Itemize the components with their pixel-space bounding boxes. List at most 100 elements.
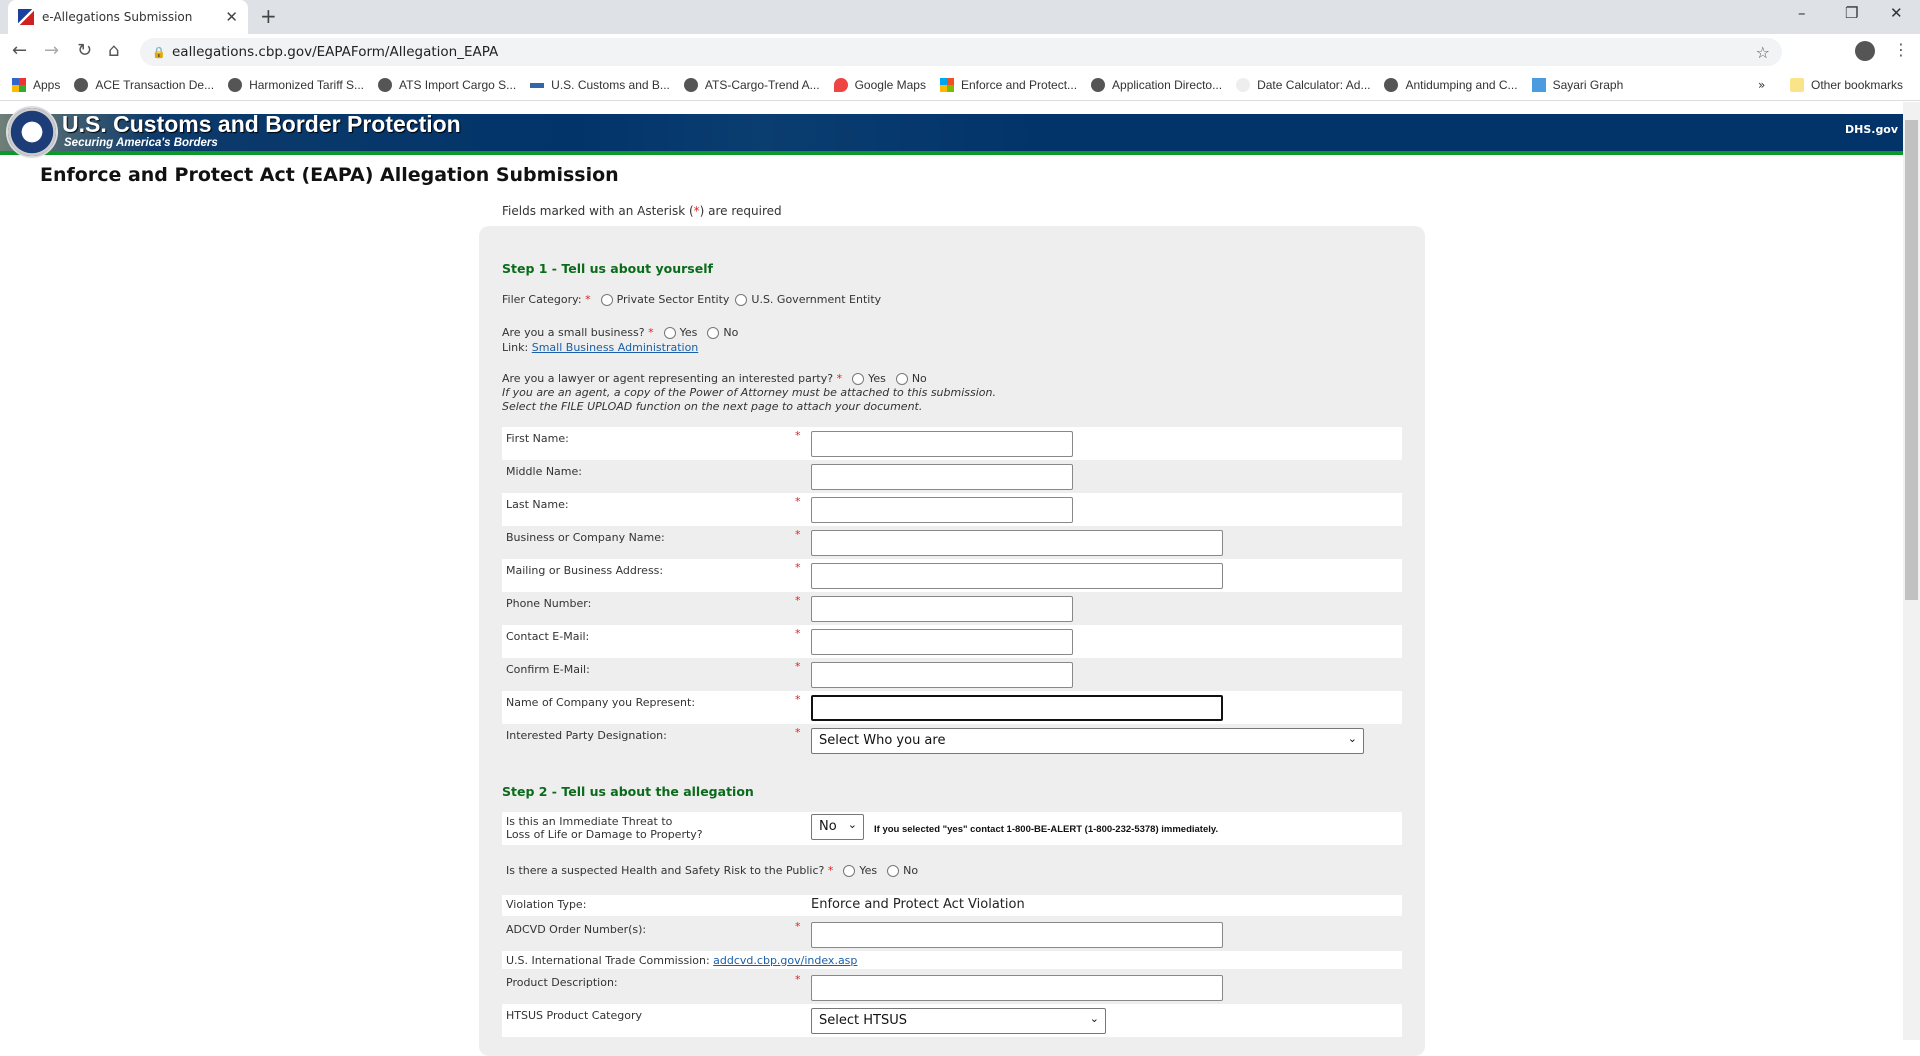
minimize-button[interactable]: – bbox=[1798, 4, 1806, 22]
step2-heading: Step 2 - Tell us about the allegation bbox=[502, 784, 754, 799]
reload-icon[interactable]: ↻ bbox=[77, 40, 93, 61]
field-label: Business or Company Name: bbox=[506, 531, 665, 544]
designation-select[interactable]: Select Who you are ⌄ bbox=[811, 728, 1364, 754]
bookmark[interactable]: ACE Transaction De... bbox=[74, 78, 214, 92]
text-input[interactable] bbox=[811, 530, 1223, 556]
field-row: Interested Party Designation: * Select Who… bbox=[502, 724, 1402, 757]
radio-health-no[interactable] bbox=[887, 864, 900, 877]
field-row: Name of Company you Represent: * bbox=[502, 691, 1402, 724]
text-input[interactable] bbox=[811, 596, 1073, 622]
bookmark[interactable]: Date Calculator: Ad... bbox=[1236, 78, 1370, 92]
bookmark[interactable]: Application Directo... bbox=[1091, 78, 1222, 92]
bookmarks-list: Apps ACE Transaction De... Harmonized Ta… bbox=[12, 70, 1742, 100]
bookmark[interactable]: ATS-Cargo-Trend A... bbox=[683, 78, 820, 92]
product-description-input[interactable] bbox=[811, 975, 1223, 1001]
field-row: Middle Name: bbox=[502, 460, 1402, 493]
star-icon[interactable]: ☆ bbox=[1755, 42, 1770, 62]
close-tab-icon[interactable]: ✕ bbox=[225, 8, 238, 26]
radio-lawyer-no[interactable] bbox=[895, 372, 908, 385]
seal-icon bbox=[74, 78, 89, 92]
scrollbar-thumb[interactable] bbox=[1905, 120, 1918, 600]
text-input[interactable] bbox=[811, 629, 1073, 655]
field-label: First Name: bbox=[506, 432, 569, 445]
required-asterisk: * bbox=[795, 594, 801, 607]
address-bar[interactable]: 🔒 eallegations.cbp.gov/EAPAForm/Allegatio… bbox=[140, 38, 1782, 66]
hts-icon bbox=[228, 78, 243, 92]
globe-icon bbox=[1384, 78, 1399, 92]
radio-small-business-no[interactable] bbox=[707, 326, 720, 339]
text-input[interactable] bbox=[811, 695, 1223, 721]
field-row: Contact E-Mail: * bbox=[502, 625, 1402, 658]
back-icon[interactable]: ← bbox=[12, 40, 28, 61]
required-asterisk: * bbox=[795, 660, 801, 673]
bookmark[interactable]: Antidumping and C... bbox=[1384, 78, 1518, 92]
required-asterisk: * bbox=[795, 627, 801, 640]
threat-select[interactable]: No ⌄ bbox=[811, 814, 864, 840]
restore-button[interactable]: ❐ bbox=[1845, 4, 1859, 22]
text-input[interactable] bbox=[811, 662, 1073, 688]
bookmark[interactable]: Sayari Graph bbox=[1531, 78, 1623, 92]
profile-icon[interactable] bbox=[1855, 41, 1875, 61]
globe-icon bbox=[1091, 78, 1106, 92]
bookmark[interactable]: Harmonized Tariff S... bbox=[228, 78, 364, 92]
sba-link[interactable]: Small Business Administration bbox=[531, 341, 699, 354]
field-row: Mailing or Business Address: * bbox=[502, 559, 1402, 592]
field-row: First Name: * bbox=[502, 427, 1402, 460]
field-row: Last Name: * bbox=[502, 493, 1402, 526]
radio-government[interactable] bbox=[735, 293, 748, 306]
more-bookmarks-button[interactable]: » bbox=[1758, 78, 1766, 92]
required-asterisk: * bbox=[795, 726, 801, 739]
tab-bar bbox=[0, 0, 1920, 34]
field-label: Interested Party Designation: bbox=[506, 729, 667, 742]
lock-icon: 🔒 bbox=[152, 45, 166, 59]
bookmark[interactable]: U.S. Customs and B... bbox=[530, 78, 670, 92]
key-icon bbox=[530, 82, 545, 88]
browser-tab[interactable]: e-Allegations Submission ✕ bbox=[8, 0, 248, 34]
close-window-button[interactable]: ✕ bbox=[1890, 4, 1903, 22]
field-label: Phone Number: bbox=[506, 597, 592, 610]
maps-pin-icon bbox=[833, 78, 848, 92]
folder-icon bbox=[1790, 78, 1804, 92]
field-label: Confirm E-Mail: bbox=[506, 663, 590, 676]
threat-row: Is this an Immediate Threat to Loss of Li… bbox=[502, 812, 1402, 845]
bookmark[interactable]: ATS Import Cargo S... bbox=[378, 78, 516, 92]
dots-icon bbox=[1236, 78, 1251, 92]
home-icon[interactable]: ⌂ bbox=[108, 40, 120, 61]
violation-value: Enforce and Protect Act Violation bbox=[811, 897, 1025, 912]
globe-icon bbox=[378, 78, 393, 92]
itc-link[interactable]: addcvd.cbp.gov/index.asp bbox=[713, 954, 858, 967]
bookmarks-bar: Apps ACE Transaction De... Harmonized Ta… bbox=[0, 70, 1920, 101]
chevron-down-icon: ⌄ bbox=[1347, 732, 1357, 745]
field-label: Last Name: bbox=[506, 498, 569, 511]
radio-health-yes[interactable] bbox=[843, 864, 856, 877]
url-text: eallegations.cbp.gov/EAPAForm/Allegation… bbox=[172, 44, 499, 60]
apps-grid-icon bbox=[12, 78, 26, 92]
radio-small-business-yes[interactable] bbox=[663, 326, 676, 339]
chevron-down-icon: ⌄ bbox=[847, 818, 857, 831]
htsus-select[interactable]: Select HTSUS ⌄ bbox=[811, 1008, 1106, 1034]
text-input[interactable] bbox=[811, 464, 1073, 490]
radio-lawyer-yes[interactable] bbox=[852, 372, 865, 385]
bookmark[interactable]: Google Maps bbox=[833, 78, 926, 92]
new-tab-button[interactable]: + bbox=[260, 4, 277, 28]
text-input[interactable] bbox=[811, 563, 1223, 589]
menu-icon[interactable]: ⋮ bbox=[1893, 40, 1909, 59]
flag-favicon-icon bbox=[18, 9, 34, 25]
other-bookmarks[interactable]: Other bookmarks bbox=[1790, 77, 1903, 93]
required-asterisk: * bbox=[795, 429, 801, 442]
field-label: Name of Company you Represent: bbox=[506, 696, 696, 709]
bookmark-apps[interactable]: Apps bbox=[12, 78, 60, 92]
itc-row: U.S. International Trade Commission: add… bbox=[502, 951, 1402, 969]
bookmark[interactable]: Enforce and Protect... bbox=[939, 78, 1077, 92]
field-label: Mailing or Business Address: bbox=[506, 564, 664, 577]
required-asterisk: * bbox=[795, 528, 801, 541]
forward-icon[interactable]: → bbox=[44, 40, 60, 61]
field-row: Confirm E-Mail: * bbox=[502, 658, 1402, 691]
adcvd-input[interactable] bbox=[811, 922, 1223, 948]
microsoft-icon bbox=[939, 78, 954, 92]
text-input[interactable] bbox=[811, 431, 1073, 457]
tab-title: e-Allegations Submission bbox=[42, 10, 193, 24]
radio-private-sector[interactable] bbox=[600, 293, 613, 306]
dhs-link[interactable]: DHS.gov bbox=[1845, 123, 1899, 136]
text-input[interactable] bbox=[811, 497, 1073, 523]
